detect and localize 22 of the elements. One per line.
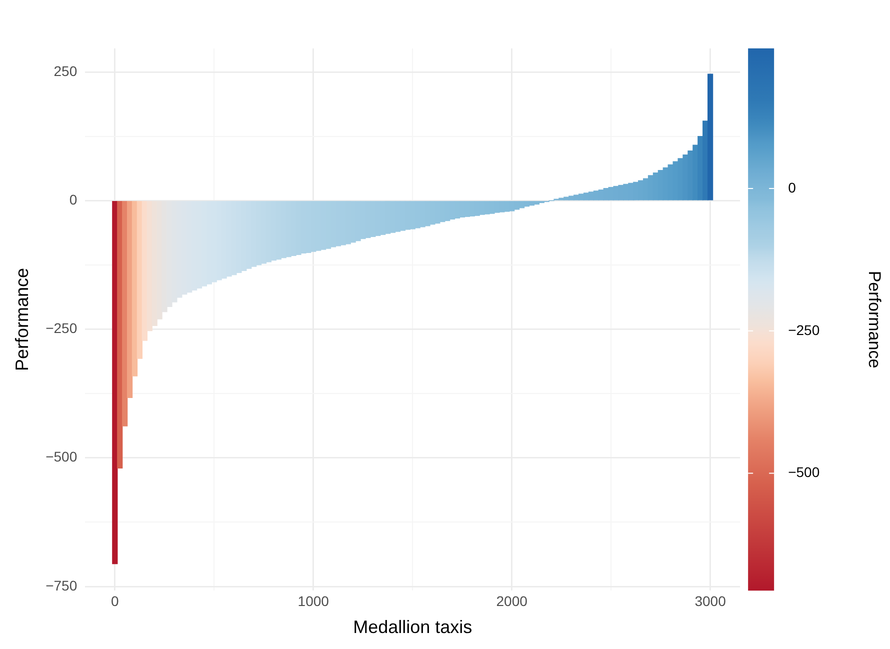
y-axis-title: Performance	[12, 268, 32, 372]
x-tick-label: 3000	[694, 592, 726, 609]
y-tick-label: 0	[69, 192, 78, 208]
bar	[112, 201, 118, 564]
color-bar-label: −250	[788, 322, 820, 338]
bar	[707, 74, 714, 200]
color-bar-label: 0	[788, 179, 796, 196]
bar	[126, 201, 133, 398]
bar	[122, 201, 128, 426]
y-tick-label: 250	[54, 62, 78, 79]
y-tick-label: −250	[46, 320, 78, 336]
bar	[132, 201, 138, 376]
y-tick-label: −500	[46, 448, 78, 465]
y-tick-label: −750	[46, 577, 78, 594]
color-bar-label: −500	[788, 464, 820, 480]
bar	[136, 201, 143, 359]
x-tick-label: 1000	[298, 592, 330, 609]
color-bar-title: Performance	[865, 270, 884, 368]
bar	[117, 201, 123, 468]
x-tick-label: 0	[111, 592, 120, 609]
x-tick-label: 2000	[496, 592, 528, 609]
x-axis-title: Medallion taxis	[353, 617, 472, 638]
